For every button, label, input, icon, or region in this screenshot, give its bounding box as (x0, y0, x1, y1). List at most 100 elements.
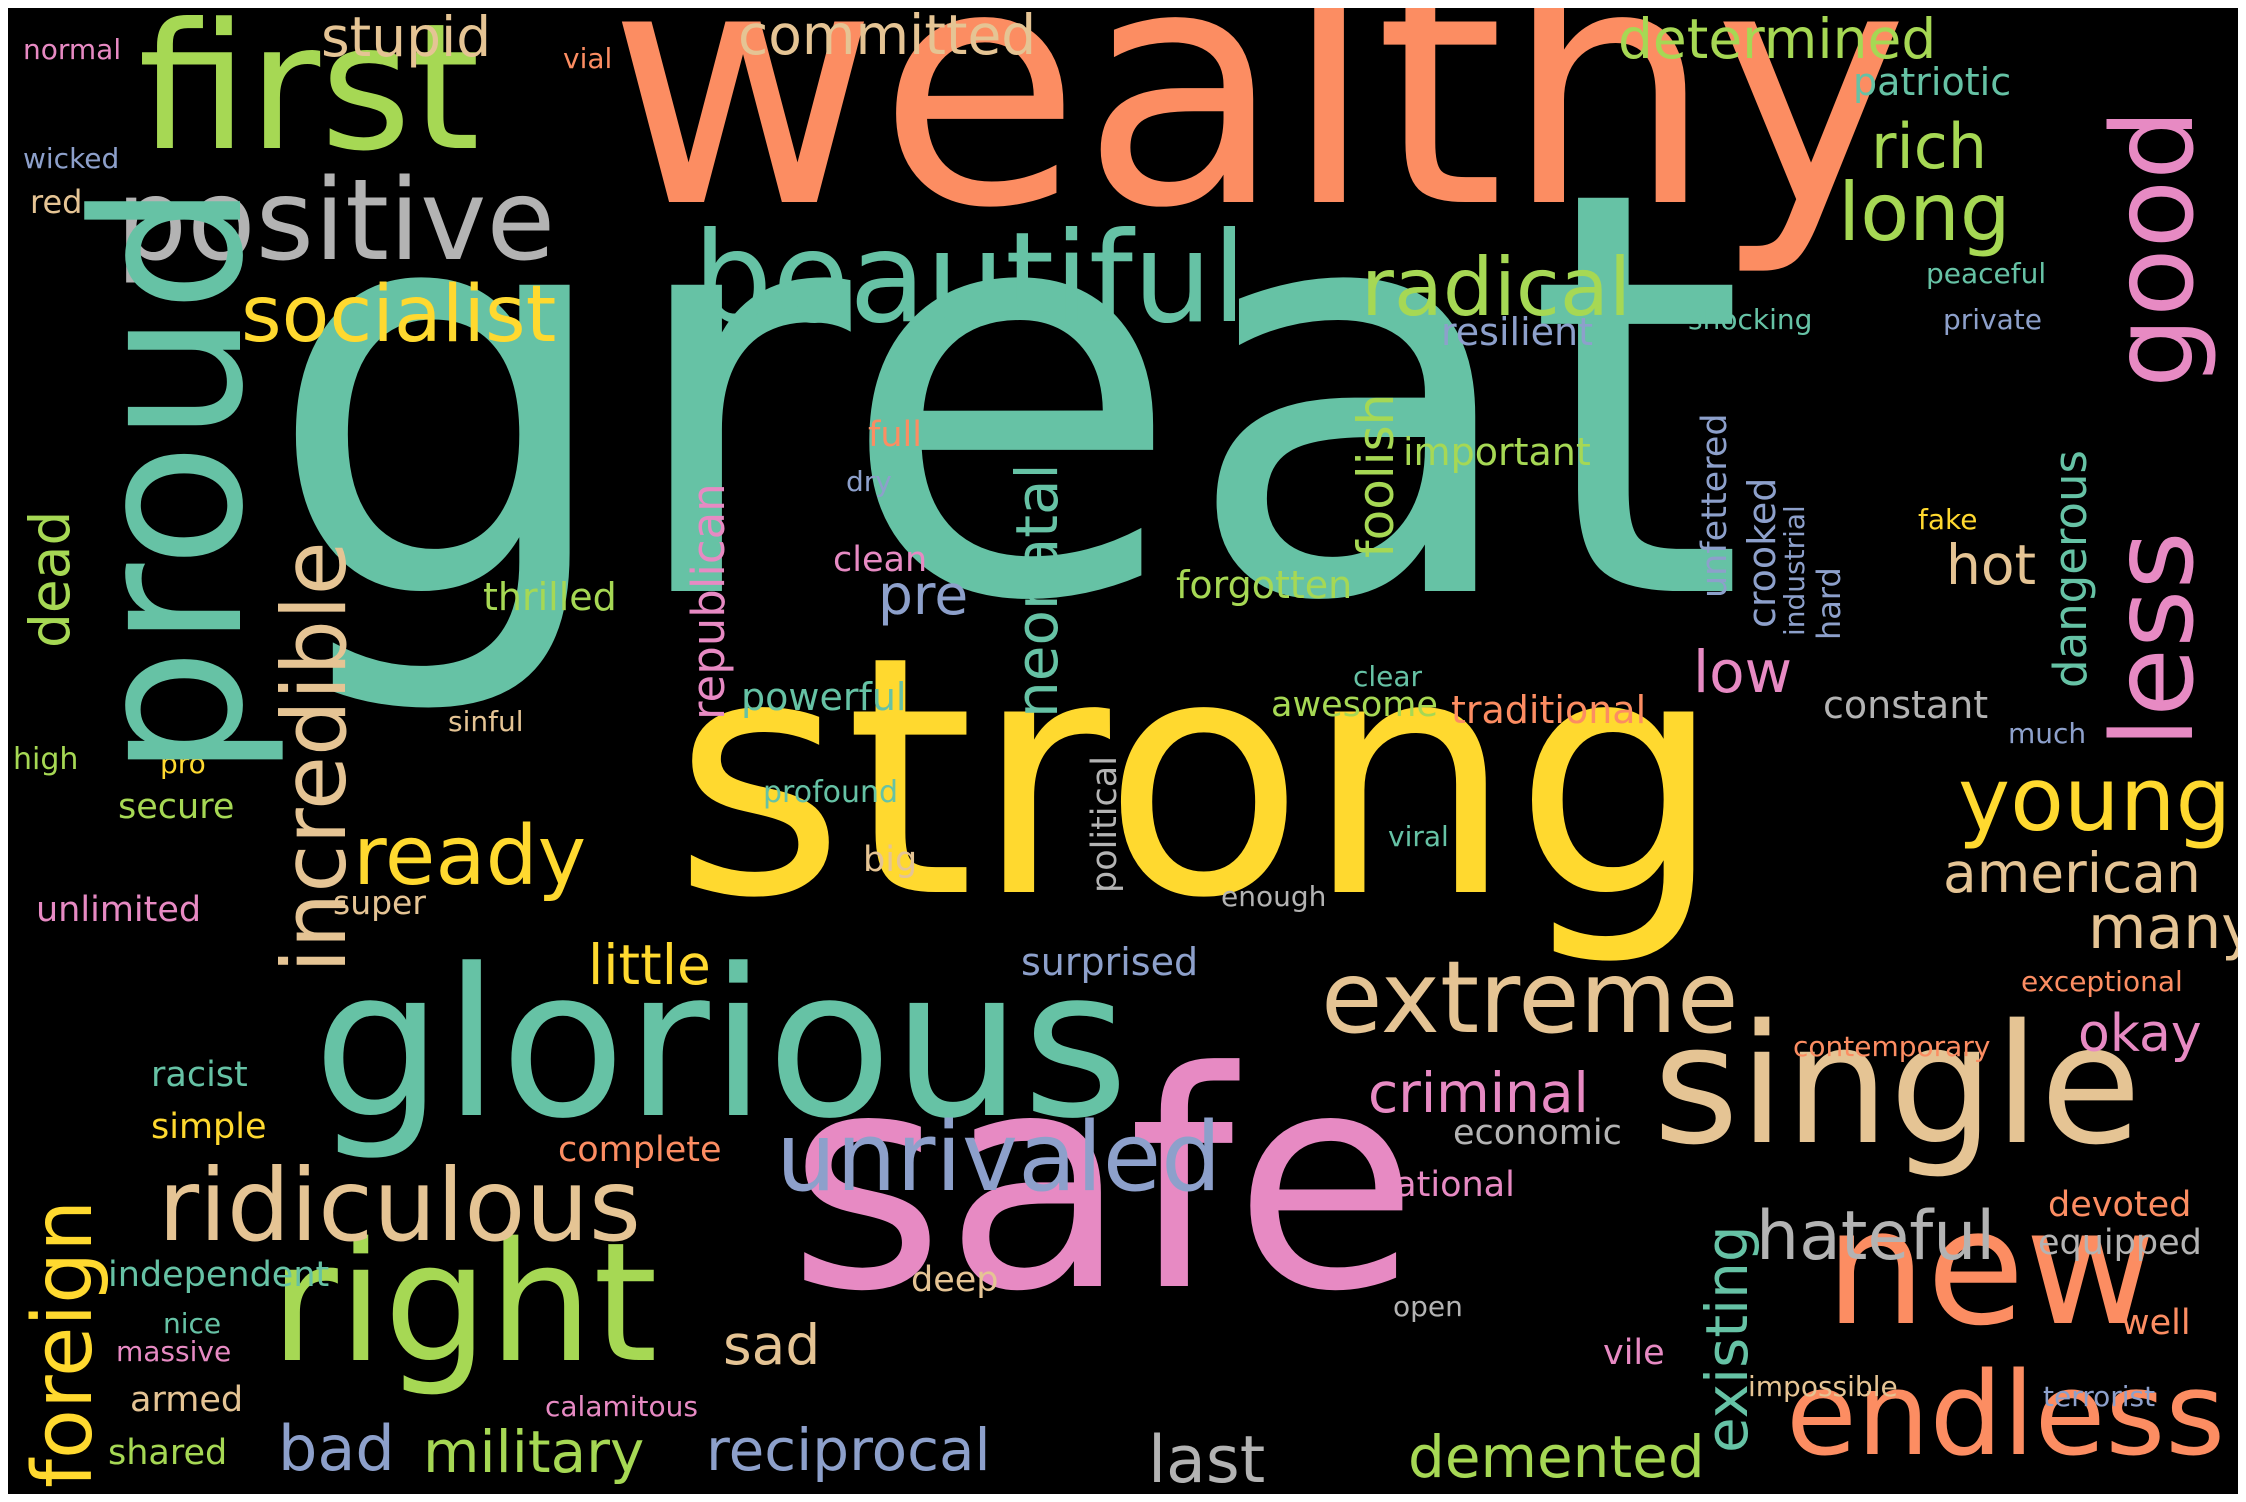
word-clean: clean (833, 540, 928, 580)
word-unrivaled: unrivaled (776, 1103, 1222, 1213)
word-devoted: devoted (2048, 1185, 2192, 1225)
word-normal: normal (23, 33, 122, 66)
word-republican: republican (682, 483, 735, 720)
word-low: low (1693, 638, 1793, 706)
word-thrilled: thrilled (483, 575, 617, 619)
word-new: new (1825, 1174, 2156, 1361)
word-constant: constant (1823, 683, 1989, 727)
word-red: red (30, 183, 83, 221)
word-safe: safe (788, 1008, 1419, 1357)
word-fake: fake (1918, 503, 1978, 536)
word-profound: profound (763, 775, 899, 810)
word-independent: independent (108, 1255, 330, 1295)
word-good: good (2089, 108, 2219, 388)
word-simple: simple (151, 1107, 267, 1147)
word-stupid: stupid (321, 8, 492, 69)
word-last: last (1148, 1423, 1266, 1494)
word-ridiculous: ridiculous (158, 1147, 641, 1264)
word-sad: sad (723, 1313, 821, 1377)
word-criminal: criminal (1368, 1061, 1589, 1125)
word-deep: deep (911, 1260, 999, 1300)
word-socialist: socialist (241, 270, 557, 360)
word-sinful: sinful (448, 705, 524, 738)
word-long: long (1838, 166, 2011, 259)
word-traditional: traditional (1451, 688, 1647, 732)
word-political: political (1085, 756, 1125, 893)
word-foreign: foreign (16, 1199, 111, 1488)
word-hard: hard (1810, 567, 1848, 640)
word-important: important (1403, 430, 1591, 474)
word-viral: viral (1388, 820, 1449, 853)
word-hot: hot (1946, 533, 2037, 597)
word-exceptional: exceptional (2021, 965, 2183, 998)
word-crooked: crooked (1740, 477, 1784, 628)
word-terrorist: terrorist (2043, 1380, 2156, 1413)
word-young: young (1958, 748, 2232, 851)
word-proud: proud (51, 182, 289, 778)
word-industrial: industrial (1778, 505, 1811, 636)
word-complete: complete (558, 1130, 722, 1170)
word-full: full (868, 415, 922, 455)
word-awesome: awesome (1271, 685, 1438, 725)
word-high: high (13, 742, 79, 777)
word-incredible: incredible (263, 541, 366, 973)
word-dead: dead (18, 510, 82, 648)
word-bad: bad (278, 1412, 395, 1485)
word-shocking: shocking (1688, 303, 1813, 336)
word-pro: pro (160, 747, 206, 780)
word-national: national (1373, 1165, 1515, 1205)
word-military: military (423, 1418, 645, 1486)
word-economic: economic (1453, 1113, 1622, 1153)
word-equipped: equipped (2038, 1223, 2202, 1263)
word-enough: enough (1221, 880, 1327, 913)
word-patriotic: patriotic (1853, 60, 2012, 104)
word-unfettered: unfettered (1695, 413, 1735, 598)
word-hateful: hateful (1756, 1197, 1996, 1276)
word-peaceful: peaceful (1926, 257, 2047, 290)
word-strong: strong (673, 586, 1724, 970)
word-first: first (138, 8, 480, 190)
word-single: single (1653, 989, 2142, 1181)
word-clear: clear (1353, 660, 1423, 693)
word-vial: vial (563, 42, 613, 75)
word-rich: rich (1871, 110, 1988, 183)
word-impossible: impossible (1748, 1370, 1898, 1403)
word-dry: dry (846, 465, 892, 498)
word-racist: racist (151, 1055, 248, 1095)
word-super: super (333, 883, 426, 922)
word-pre: pre (878, 563, 969, 627)
word-foolish: foolish (1347, 393, 1405, 558)
word-much: much (2008, 717, 2087, 750)
word-powerful: powerful (741, 675, 907, 719)
word-private: private (1943, 303, 2042, 336)
word-glorious: glorious (313, 926, 1129, 1164)
word-well: well (2121, 1303, 2191, 1343)
word-existing: existing (1693, 1225, 1761, 1453)
word-resilient: resilient (1441, 310, 1593, 354)
word-surprised: surprised (1021, 940, 1199, 984)
word-armed: armed (130, 1380, 244, 1420)
word-wicked: wicked (23, 142, 120, 175)
word-reciprocal: reciprocal (706, 1416, 991, 1484)
word-unlimited: unlimited (36, 890, 202, 930)
word-open: open (1393, 1290, 1463, 1323)
word-secure: secure (118, 787, 235, 827)
word-less: less (2089, 531, 2219, 748)
word-ready: ready (353, 809, 587, 904)
word-massive: massive (116, 1335, 232, 1368)
word-american: american (1943, 841, 2201, 905)
word-many: many (2088, 893, 2238, 963)
word-committed: committed (738, 8, 1037, 67)
word-great: great (265, 72, 1746, 724)
word-neonatal: neonatal (1003, 463, 1071, 718)
word-determined: determined (1618, 8, 1937, 71)
word-beautiful: beautiful (693, 206, 1247, 351)
word-positive: positive (116, 156, 556, 286)
word-radical: radical (1361, 241, 1632, 334)
word-right: right (270, 1207, 658, 1399)
word-nice: nice (163, 1307, 222, 1340)
word-demented: demented (1408, 1423, 1705, 1491)
word-extreme: extreme (1321, 939, 1739, 1056)
word-endless: endless (1786, 1348, 2226, 1482)
word-cloud: great wealthy strong safe glorious first… (8, 8, 2238, 1494)
